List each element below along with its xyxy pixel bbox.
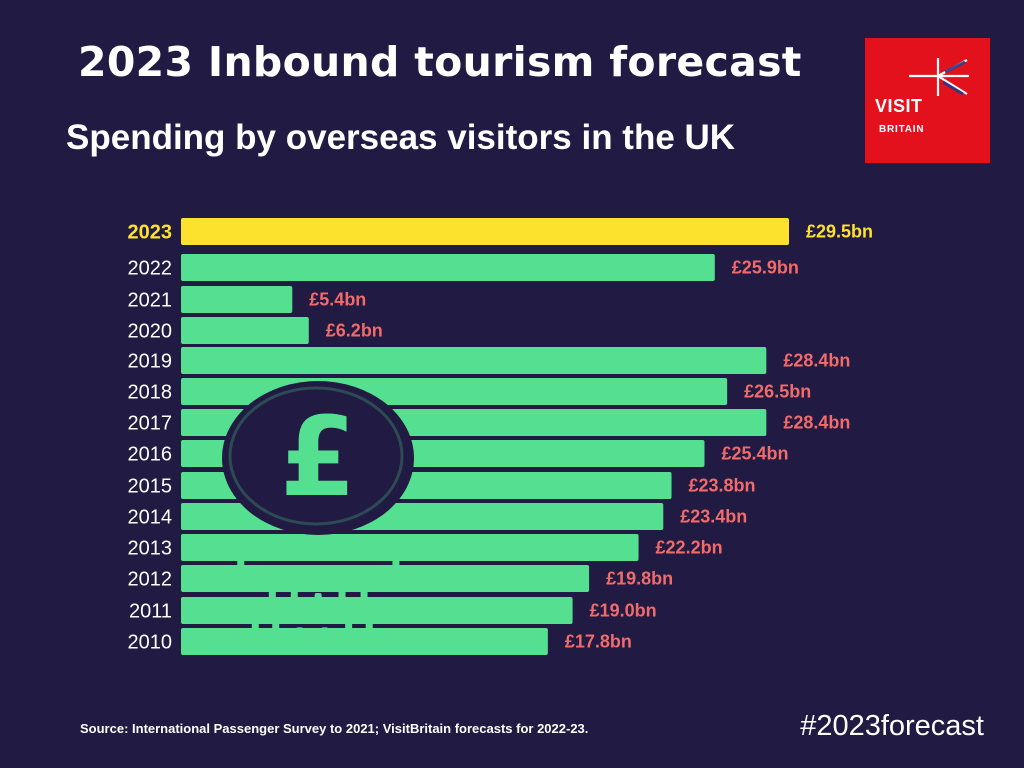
year-label: 2010 bbox=[128, 632, 173, 654]
hashtag: #2023forecast bbox=[800, 710, 984, 742]
year-label: 2023 bbox=[128, 222, 173, 244]
year-label: 2022 bbox=[128, 258, 173, 280]
year-label: 2016 bbox=[128, 444, 173, 466]
chart-subtitle: Spending by overseas visitors in the UK bbox=[66, 118, 736, 157]
union-flag-icon bbox=[909, 58, 969, 96]
bar bbox=[181, 254, 715, 281]
bar-chart: 2023 £29.5bn 2022 £25.9bn 2021 £5.4bn 2020 £6.2… bbox=[128, 218, 873, 655]
year-label: 2021 bbox=[128, 290, 173, 312]
bar bbox=[181, 347, 767, 374]
bar bbox=[181, 286, 293, 313]
year-label: 2020 bbox=[128, 321, 173, 343]
bar bbox=[181, 597, 573, 624]
bar bbox=[181, 317, 309, 344]
value-label: £6.2bn bbox=[326, 321, 383, 341]
bar bbox=[181, 218, 789, 245]
year-label: 2015 bbox=[128, 476, 173, 498]
value-label: £25.9bn bbox=[732, 258, 799, 278]
visitbritain-logo: VISIT BRITAIN bbox=[865, 38, 990, 163]
value-label: £29.5bn bbox=[806, 222, 873, 242]
year-label: 2014 bbox=[128, 507, 173, 529]
year-label: 2019 bbox=[128, 351, 173, 373]
value-label: £17.8bn bbox=[565, 632, 632, 652]
value-label: £23.8bn bbox=[689, 476, 756, 496]
value-label: £26.5bn bbox=[744, 382, 811, 402]
logo-britain-text: BRITAIN bbox=[879, 124, 925, 135]
year-label: 2013 bbox=[128, 538, 173, 560]
source-note: Source: International Passenger Survey t… bbox=[80, 721, 589, 736]
value-label: £19.0bn bbox=[590, 601, 657, 621]
year-label: 2017 bbox=[128, 413, 173, 435]
chart-title: 2023 Inbound tourism forecast bbox=[78, 38, 802, 86]
year-label: 2011 bbox=[129, 601, 172, 623]
value-label: £19.8bn bbox=[606, 569, 673, 589]
bar bbox=[181, 534, 639, 561]
bar bbox=[181, 628, 548, 655]
value-label: £23.4bn bbox=[680, 507, 747, 527]
logo-visit-text: VISIT bbox=[875, 96, 923, 116]
value-label: £28.4bn bbox=[783, 351, 850, 371]
value-label: £5.4bn bbox=[309, 290, 366, 310]
coin-detail: £ bbox=[222, 381, 414, 646]
year-label: 2018 bbox=[128, 382, 173, 404]
value-label: £25.4bn bbox=[721, 444, 788, 464]
pound-sign-icon: £ bbox=[280, 393, 357, 521]
value-label: £22.2bn bbox=[656, 538, 723, 558]
value-label: £28.4bn bbox=[783, 413, 850, 433]
year-label: 2012 bbox=[128, 569, 173, 591]
